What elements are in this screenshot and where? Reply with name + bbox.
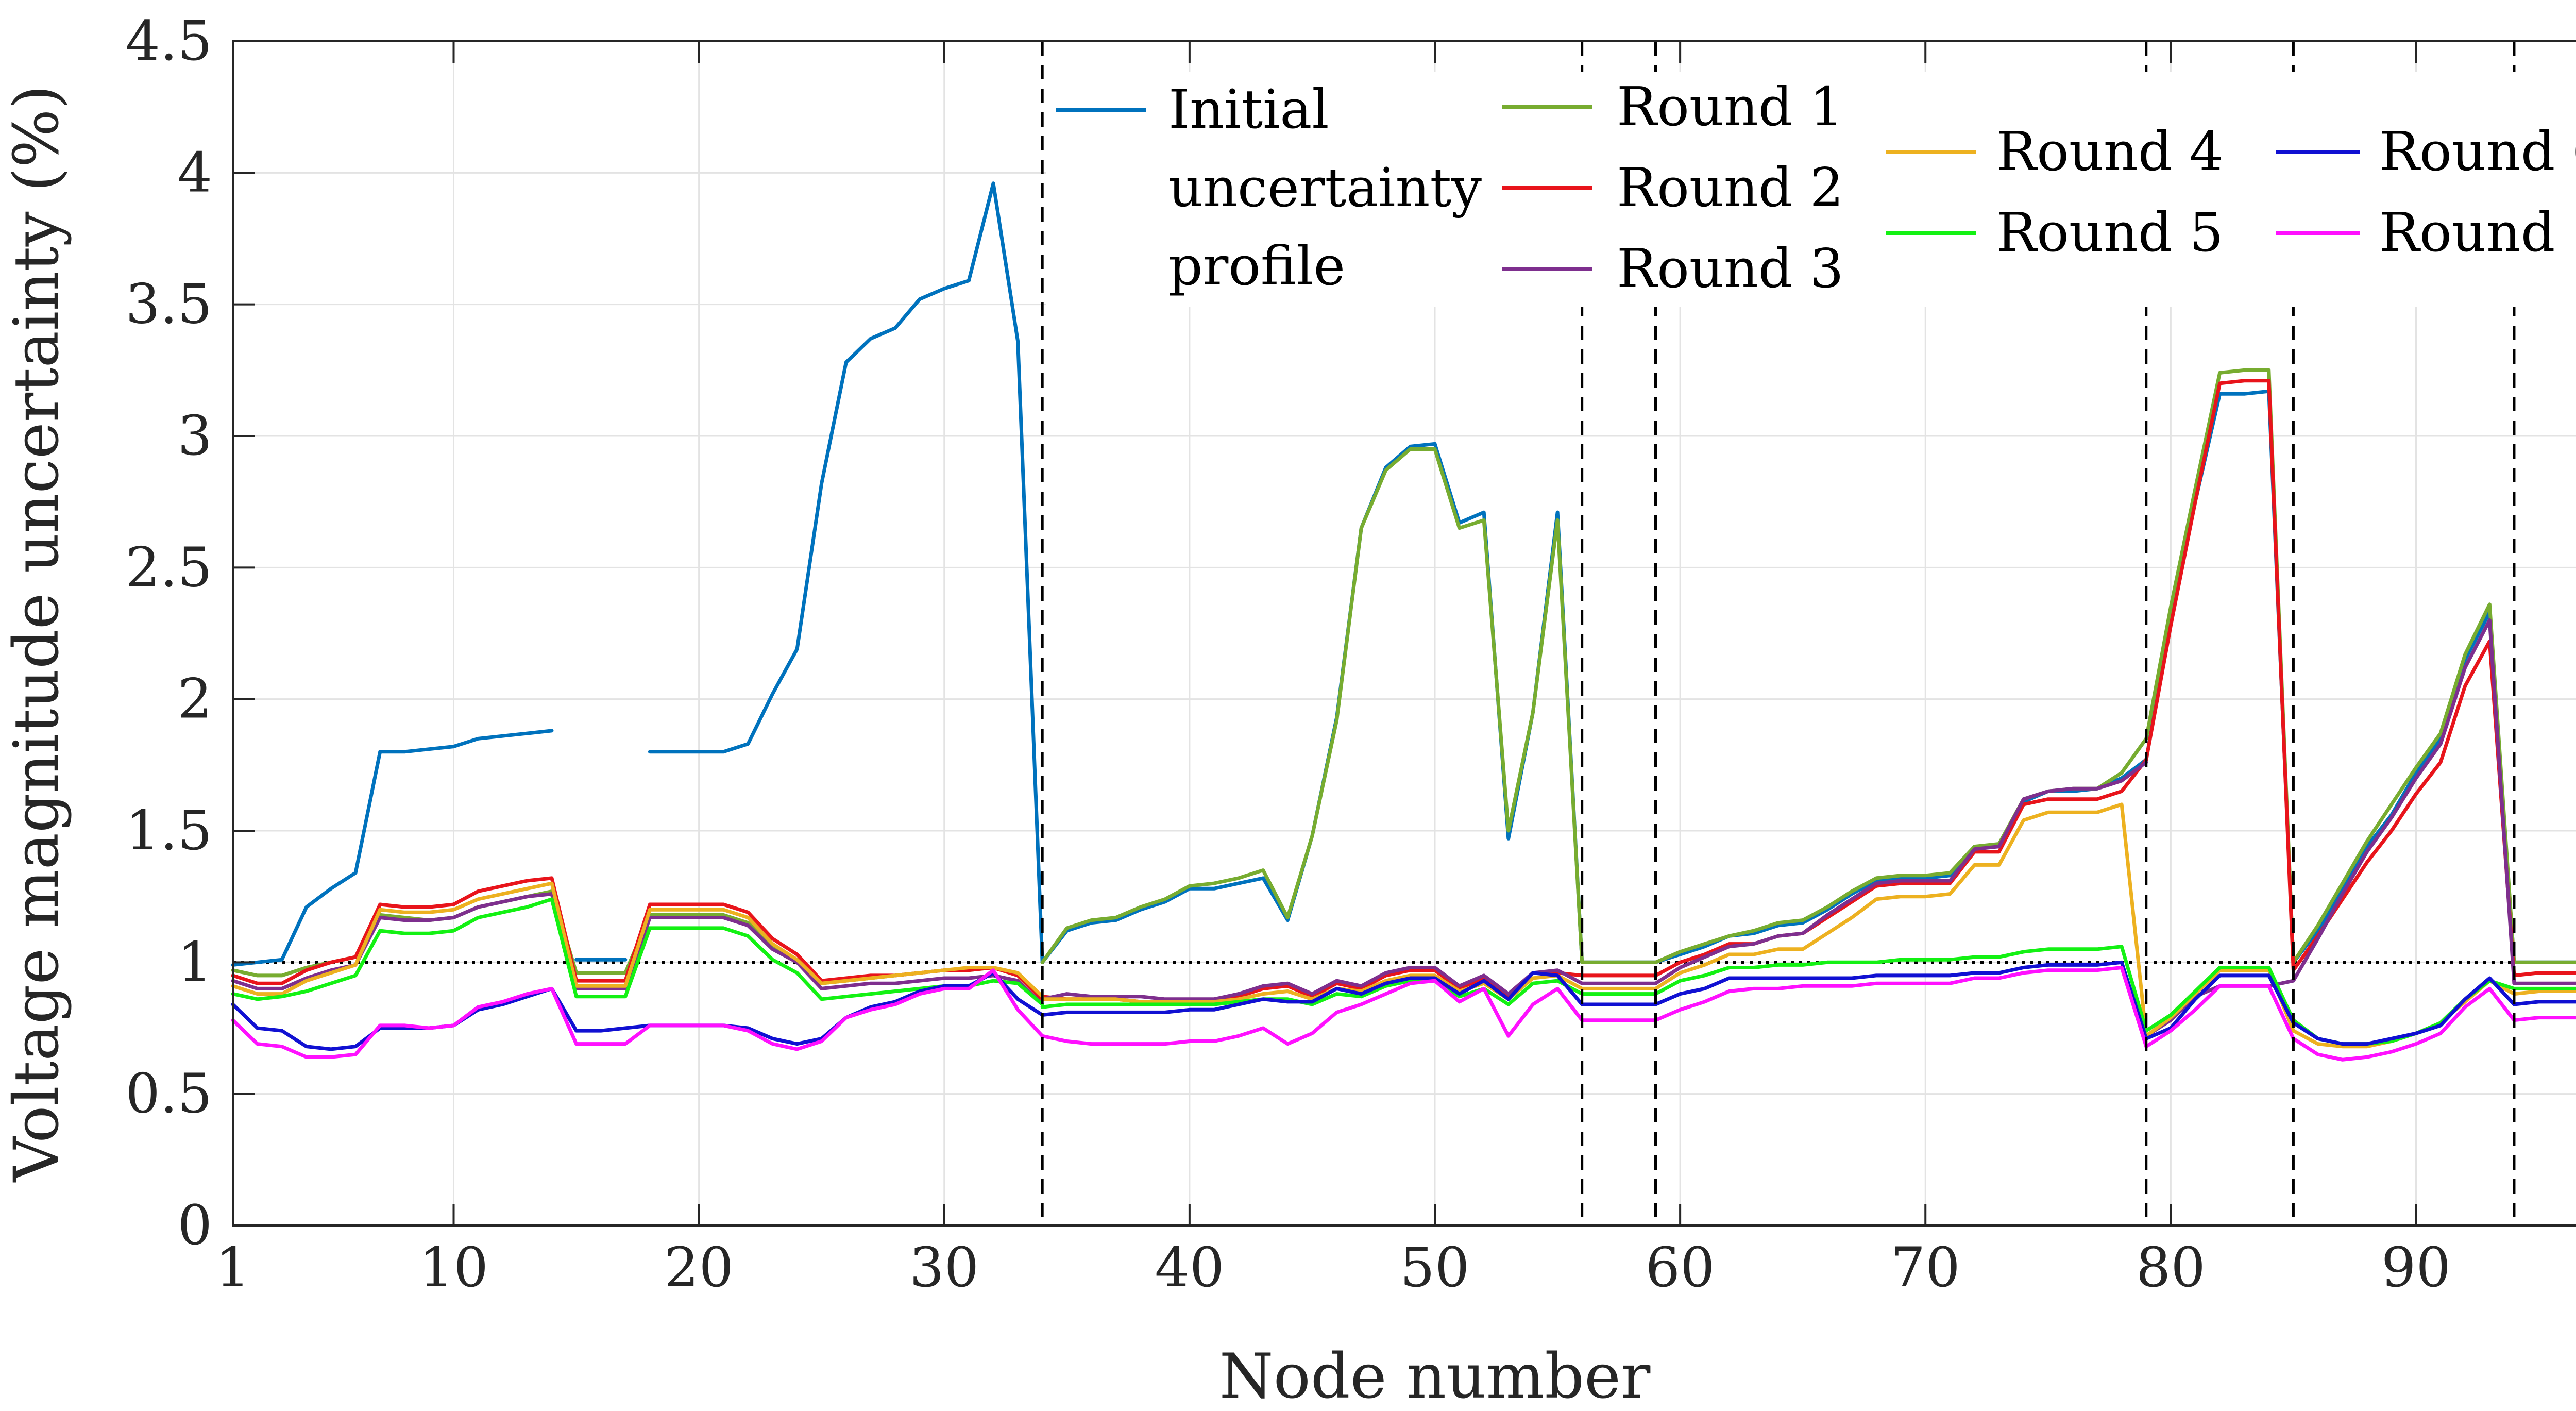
series-line-segment	[2291, 976, 2516, 1046]
legend-label-initial-line1: Initial	[1168, 78, 1329, 141]
series-line-segment	[1040, 979, 1584, 1046]
x-tick-label: 50	[1400, 1236, 1470, 1299]
x-tick-label: 70	[1891, 1236, 1960, 1299]
series-line-segment	[2144, 966, 2295, 1033]
legend-label-initial-line3: profile	[1168, 234, 1345, 297]
series-line-segment	[1654, 945, 2148, 1033]
x-tick-label: 1	[215, 1236, 250, 1299]
x-tick-label: 90	[2381, 1236, 2451, 1299]
series-line-segment	[1654, 802, 2148, 1038]
series-line-segment	[231, 881, 1044, 999]
tick-layer: 11020304050607080909900.511.522.533.544.…	[125, 9, 2451, 1299]
series-line-segment	[1654, 966, 2148, 1049]
series-line-segment	[231, 968, 1044, 1059]
x-axis-title: Node number	[1219, 1341, 1651, 1411]
legend: Initial uncertainty profile Round 1 Roun…	[1046, 72, 2576, 307]
legend-label-initial-line2: uncertainty	[1168, 156, 1482, 219]
legend-label-round-4: Round 4	[1996, 120, 2224, 183]
y-axis-title: Voltage magnitude uncertainty (%)	[1, 85, 73, 1183]
series-line-segment	[231, 897, 1044, 1006]
series-line-segment	[2512, 971, 2576, 978]
y-tick-label: 1.5	[125, 799, 212, 862]
series-line-segment	[1040, 966, 1584, 1001]
series-layer	[231, 181, 2576, 1062]
legend-label-round-2: Round 2	[1617, 156, 1844, 219]
y-tick-label: 3	[178, 404, 212, 467]
legend-label-round-1: Round 1	[1617, 75, 1844, 138]
x-tick-label: 30	[909, 1236, 979, 1299]
series-line-segment	[231, 729, 554, 967]
x-tick-label: 10	[419, 1236, 488, 1299]
y-tick-label: 4	[178, 141, 212, 204]
x-tick-label: 80	[2136, 1236, 2206, 1299]
series-line-segment	[1654, 760, 2148, 985]
series-line-segment	[1040, 447, 1584, 964]
series-line-segment	[2144, 984, 2295, 1049]
y-tick-label: 2.5	[125, 535, 212, 599]
series-line-segment	[2512, 1000, 2576, 1006]
legend-label-round-6: Round 6	[2379, 120, 2576, 183]
legend-background	[1046, 72, 2576, 307]
y-tick-label: 0	[178, 1194, 212, 1257]
series-line-segment	[1654, 960, 2148, 1040]
series-line-segment	[2144, 379, 2295, 972]
legend-label-round-7: Round 7	[2379, 201, 2576, 264]
series-line-segment	[2291, 610, 2516, 964]
series-line-segment	[2512, 989, 2576, 996]
series-line-segment	[2144, 368, 2295, 964]
series-line-segment	[648, 181, 1044, 964]
series-line-segment	[1040, 979, 1584, 1009]
y-tick-label: 3.5	[125, 273, 212, 336]
series-line-segment	[2291, 986, 2516, 1062]
x-tick-label: 60	[1646, 1236, 1715, 1299]
series-round-7	[231, 966, 2576, 1062]
x-tick-label: 20	[664, 1236, 734, 1299]
legend-label-round-5: Round 5	[1996, 201, 2224, 264]
y-tick-label: 1	[178, 930, 212, 994]
series-line-segment	[2512, 1016, 2576, 1022]
series-line-segment	[2291, 618, 2516, 985]
x-tick-label: 40	[1155, 1236, 1224, 1299]
legend-label-round-3: Round 3	[1617, 237, 1844, 300]
y-tick-label: 0.5	[125, 1062, 212, 1126]
y-tick-label: 4.5	[125, 9, 212, 73]
series-line-segment	[2144, 973, 2295, 1040]
series-line-segment	[1040, 971, 1584, 1017]
y-tick-label: 2	[178, 667, 212, 731]
series-line-segment	[2291, 602, 2516, 964]
